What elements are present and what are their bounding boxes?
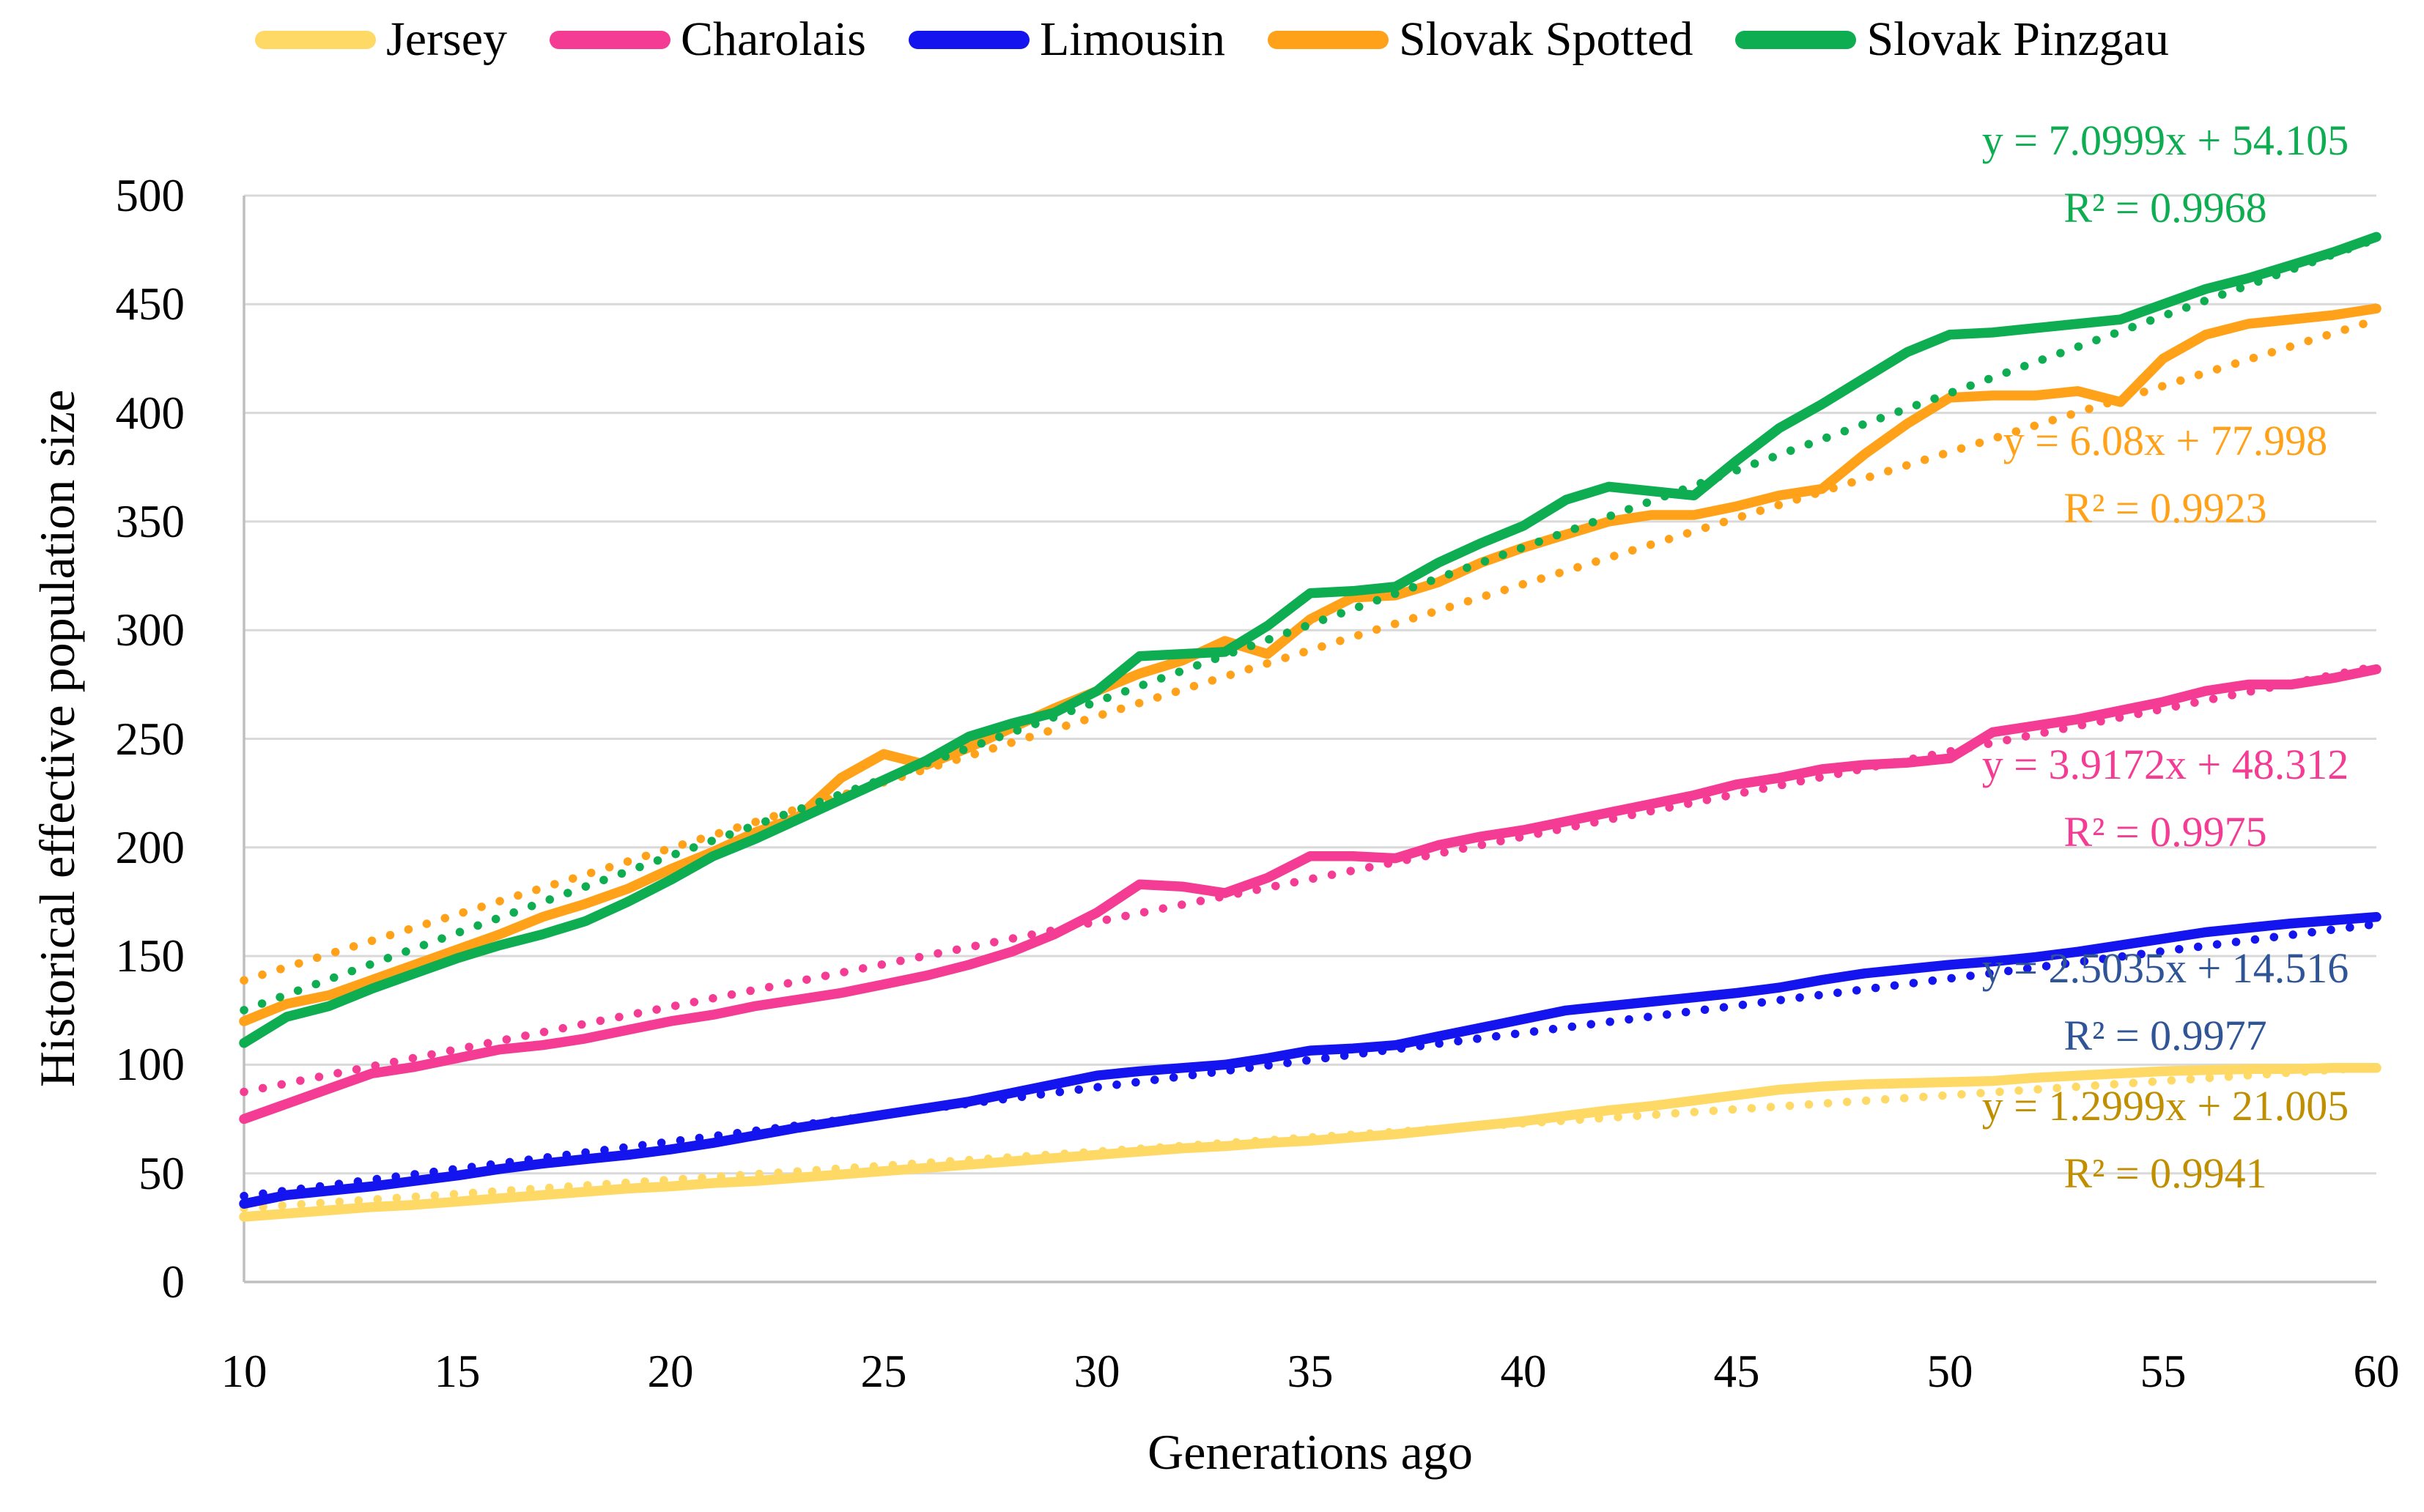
- x-axis-title: Generations ago: [1148, 1424, 1473, 1480]
- legend-label: Jersey: [386, 12, 507, 66]
- legend-swatch-slovak-pinzgau: [1735, 30, 1857, 49]
- y-tick-label-50: 50: [138, 1147, 185, 1199]
- x-tick-label-10: 10: [221, 1346, 267, 1397]
- x-tick-label-40: 40: [1500, 1346, 1547, 1397]
- x-tick-label-35: 35: [1287, 1346, 1334, 1397]
- equation-text: y = 7.0999x + 54.105: [1981, 116, 2349, 164]
- y-tick-label-150: 150: [115, 930, 185, 982]
- legend-swatch-slovak-spotted: [1267, 30, 1389, 49]
- legend-label: Slovak Pinzgau: [1866, 12, 2169, 66]
- series-line-charolais: [239, 664, 2381, 1124]
- legend-label: Slovak Spotted: [1398, 12, 1693, 66]
- trendline-slovak-pinzgau: [240, 234, 2381, 1015]
- x-tick-label-15: 15: [434, 1346, 481, 1397]
- series-line-slovak-pinzgau: [239, 231, 2381, 1048]
- y-tick-label-0: 0: [161, 1256, 185, 1308]
- series-line-slovak-spotted: [239, 303, 2381, 1026]
- trendline-equation-charolais: y = 3.9172x + 48.312 R² = 0.9975: [1924, 731, 2407, 866]
- legend-swatch-jersey: [255, 30, 377, 49]
- x-tick-label-60: 60: [2353, 1346, 2400, 1397]
- y-tick-label-400: 400: [115, 387, 185, 439]
- x-tick-label-50: 50: [1926, 1346, 1973, 1397]
- legend-item-slovak-spotted: Slovak Spotted: [1267, 6, 1693, 73]
- equation-text: y = 6.08x + 77.998: [2003, 417, 2328, 464]
- legend-item-jersey: Jersey: [255, 6, 507, 73]
- legend-item-limousin: Limousin: [908, 6, 1225, 73]
- x-tick-label-30: 30: [1074, 1346, 1120, 1397]
- series-line-jersey: [239, 1063, 2381, 1222]
- y-tick-label-300: 300: [115, 604, 185, 656]
- trendline-equation-slovak-spotted: y = 6.08x + 77.998 R² = 0.9923: [1924, 407, 2407, 542]
- y-tick-label-200: 200: [115, 821, 185, 873]
- y-tick-label-100: 100: [115, 1039, 185, 1091]
- legend-swatch-charolais: [549, 30, 670, 49]
- r-squared-text: R² = 0.9923: [2063, 484, 2267, 532]
- legend: Jersey Charolais Limousin Slovak Spotted Slo…: [0, 6, 2424, 73]
- trendline-equation-jersey: y = 1.2999x + 21.005 R² = 0.9941: [1924, 1072, 2407, 1207]
- r-squared-text: R² = 0.9968: [2063, 184, 2267, 231]
- trendline-equation-limousin: y = 2.5035x + 14.516 R² = 0.9977: [1924, 935, 2407, 1070]
- legend-label: Charolais: [680, 12, 866, 66]
- r-squared-text: R² = 0.9975: [2063, 808, 2267, 856]
- equation-text: y = 3.9172x + 48.312: [1981, 741, 2349, 788]
- equation-text: y = 2.5035x + 14.516: [1981, 944, 2349, 992]
- y-tick-label-450: 450: [115, 278, 185, 330]
- trendline-charolais: [240, 662, 2381, 1097]
- series-line-limousin: [239, 911, 2381, 1209]
- x-tick-label-20: 20: [647, 1346, 694, 1397]
- legend-swatch-limousin: [908, 30, 1030, 49]
- legend-label: Limousin: [1039, 12, 1225, 66]
- y-tick-label-500: 500: [115, 170, 185, 221]
- x-tick-label-55: 55: [2140, 1346, 2187, 1397]
- equation-text: y = 1.2999x + 21.005: [1981, 1082, 2349, 1130]
- r-squared-text: R² = 0.9941: [2063, 1149, 2267, 1197]
- legend-item-charolais: Charolais: [549, 6, 866, 73]
- y-tick-label-350: 350: [115, 495, 185, 547]
- y-tick-label-250: 250: [115, 713, 185, 765]
- legend-item-slovak-pinzgau: Slovak Pinzgau: [1735, 6, 2169, 73]
- x-tick-label-45: 45: [1713, 1346, 1760, 1397]
- y-axis-title: Historical effective population size: [29, 389, 85, 1088]
- x-tick-label-25: 25: [860, 1346, 907, 1397]
- r-squared-text: R² = 0.9977: [2063, 1012, 2267, 1059]
- trendline-limousin: [240, 919, 2381, 1201]
- trendline-equation-slovak-pinzgau: y = 7.0999x + 54.105 R² = 0.9968: [1924, 107, 2407, 242]
